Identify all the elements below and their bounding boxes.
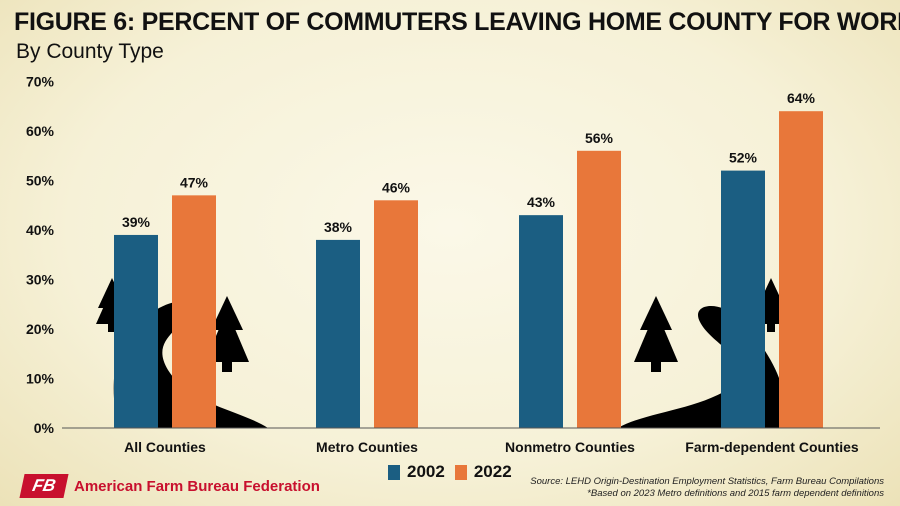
legend-item-2002: 2002 <box>388 462 445 482</box>
y-axis: 0% 10% 20% 30% 40% 50% 60% 70% <box>26 74 55 437</box>
source-note: Source: LEHD Origin-Destination Employme… <box>530 476 884 500</box>
y-tick-label: 10% <box>26 371 55 387</box>
source-line: Source: LEHD Origin-Destination Employme… <box>530 476 884 487</box>
y-tick-label: 60% <box>26 123 55 139</box>
x-axis: All Counties Metro Counties Nonmetro Count… <box>62 427 880 455</box>
bar-2022-3 <box>779 111 823 428</box>
brand-footer: FB American Farm Bureau Federation <box>19 474 320 498</box>
brand-name: American Farm Bureau Federation <box>74 477 320 495</box>
y-tick-label: 30% <box>26 272 55 288</box>
y-tick-label: 40% <box>26 222 55 238</box>
data-label: 38% <box>324 219 353 235</box>
bar-2022-0 <box>172 195 216 428</box>
data-label: 39% <box>122 214 151 230</box>
x-tick-label: Metro Counties <box>316 439 418 455</box>
x-tick-label: Nonmetro Counties <box>505 439 635 455</box>
bar-2002-1 <box>316 239 360 428</box>
y-tick-label: 70% <box>26 74 55 90</box>
definitions-note: *Based on 2023 Metro definitions and 201… <box>587 488 884 499</box>
y-tick-label: 0% <box>34 420 55 436</box>
bar-2002-0 <box>114 234 158 428</box>
afbf-logo: FB <box>19 474 69 498</box>
legend: 2002 2022 <box>388 462 512 482</box>
bar-2002-3 <box>721 170 765 428</box>
page-title: FIGURE 6: PERCENT OF COMMUTERS LEAVING H… <box>14 8 900 36</box>
data-label: 46% <box>382 179 411 195</box>
bar-2022-2 <box>577 150 621 429</box>
y-tick-label: 50% <box>26 173 55 189</box>
bar-2002-2 <box>519 215 563 428</box>
data-label: 52% <box>729 150 758 166</box>
data-label: 56% <box>585 130 614 146</box>
pine-tree-icon <box>634 296 678 372</box>
legend-swatch-2022 <box>454 464 467 480</box>
legend-item-2022: 2022 <box>454 462 512 482</box>
data-label: 43% <box>527 194 556 210</box>
y-tick-label: 20% <box>26 321 55 337</box>
legend-label-2002: 2002 <box>407 462 445 481</box>
legend-swatch-2002 <box>388 464 400 480</box>
page-subtitle: By County Type <box>16 40 164 63</box>
x-tick-label: All Counties <box>124 439 206 455</box>
x-tick-label: Farm-dependent Counties <box>685 439 859 455</box>
data-label: 47% <box>180 174 209 190</box>
data-label: 64% <box>787 90 816 106</box>
bars: 39% 47% 38% 46% 43% 56% 52% 64% <box>114 90 823 429</box>
bar-2022-1 <box>374 200 418 428</box>
legend-label-2022: 2022 <box>473 462 512 481</box>
